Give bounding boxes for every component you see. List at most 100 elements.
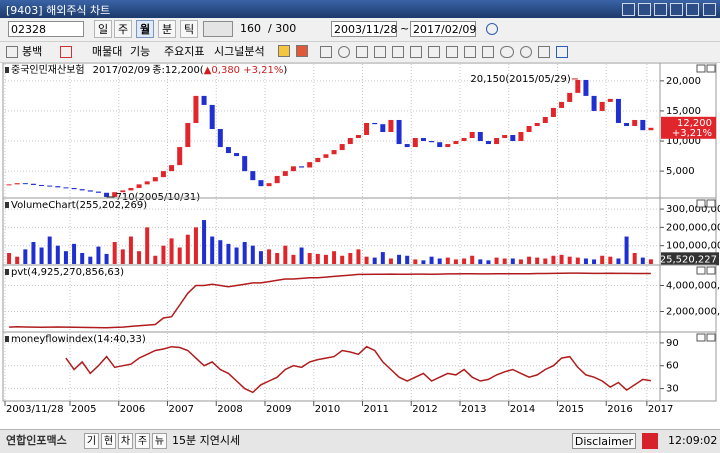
candle	[282, 171, 288, 176]
volume-bar	[55, 245, 60, 264]
candle	[169, 165, 175, 172]
tool-icon[interactable]	[410, 46, 422, 58]
candle	[225, 147, 231, 154]
refresh-icon[interactable]	[486, 23, 498, 35]
tool-circle[interactable]	[520, 46, 532, 58]
title-bar: [9403] 해외주식 차트	[0, 0, 720, 18]
window-button[interactable]	[670, 3, 683, 16]
candle	[510, 135, 516, 142]
volume-bar	[632, 253, 637, 264]
candle	[534, 122, 540, 126]
status-button[interactable]: 기	[84, 433, 99, 449]
candle	[120, 190, 126, 193]
tool-triangle[interactable]	[538, 46, 550, 58]
candle	[494, 138, 500, 145]
tool-icon[interactable]	[464, 46, 476, 58]
tool-text[interactable]	[556, 46, 568, 58]
volume-bar	[104, 253, 109, 264]
candle	[299, 166, 305, 168]
pane-button	[696, 64, 706, 73]
tool-icon[interactable]	[278, 45, 290, 57]
candle	[87, 190, 93, 192]
period-button[interactable]: 틱	[180, 20, 198, 38]
pane-button	[696, 266, 706, 275]
candle	[461, 138, 467, 142]
volume-bar	[80, 253, 85, 264]
x-tick-label: 2005	[71, 404, 96, 415]
tool-icon[interactable]	[338, 46, 350, 58]
window-button[interactable]	[654, 3, 667, 16]
volume-bar	[470, 255, 475, 264]
candle	[250, 171, 256, 181]
volume-bar	[307, 253, 312, 264]
volume-bar	[535, 257, 540, 264]
tool-label[interactable]: 주요지표	[164, 45, 205, 58]
tool-icon[interactable]	[446, 46, 458, 58]
tool-label[interactable]: 기능	[130, 45, 151, 58]
window-button[interactable]	[686, 3, 699, 16]
volume-bar	[315, 253, 320, 264]
candle	[396, 119, 402, 145]
candle	[128, 187, 134, 191]
tool-label[interactable]: 매물대	[92, 45, 123, 58]
min-label: 710(2005/10/31)	[116, 192, 201, 203]
status-button[interactable]: 주	[135, 433, 150, 449]
candle	[323, 154, 329, 158]
tool-icon[interactable]	[392, 46, 404, 58]
volume-bar	[291, 254, 296, 264]
candle	[144, 181, 150, 185]
volume-bar	[299, 247, 304, 264]
status-button[interactable]: 뉴	[152, 433, 167, 449]
status-button[interactable]: 차	[118, 433, 133, 449]
volume-bar	[323, 254, 328, 264]
pane-title: pvt(4,925,270,856,63)	[11, 267, 124, 278]
interval-box[interactable]	[203, 21, 233, 37]
tool-icon[interactable]	[320, 46, 332, 58]
pane-title: moneyflowindex(14:40,33)	[11, 334, 146, 345]
status-button[interactable]: 현	[101, 433, 116, 449]
volume-bar	[421, 260, 426, 264]
period-button[interactable]: 월	[136, 20, 154, 38]
candle	[559, 101, 565, 108]
tool-icon[interactable]	[6, 46, 18, 58]
tool-label[interactable]: 시그널분석	[214, 45, 265, 58]
range-sep: ~	[400, 22, 410, 35]
candle	[274, 175, 280, 184]
x-tick-label: 2008	[217, 404, 242, 415]
tool-ellipse[interactable]	[500, 46, 514, 58]
volume-bar	[453, 259, 458, 264]
volume-bar	[372, 257, 377, 264]
indicator-line	[9, 272, 651, 329]
y-tick-label: 30	[666, 384, 679, 395]
start-date[interactable]: 2003/11/28	[331, 21, 397, 37]
code-input[interactable]: 02328	[8, 21, 84, 37]
volume-bar	[527, 256, 532, 264]
period-button[interactable]: 일	[94, 20, 112, 38]
window-button[interactable]	[622, 3, 635, 16]
tool-icon[interactable]	[356, 46, 368, 58]
y-tick-label: 90	[666, 338, 679, 349]
candle	[502, 135, 508, 139]
candle	[347, 138, 353, 145]
tool-label[interactable]: 봉백	[22, 45, 43, 58]
tool-icon[interactable]	[428, 46, 440, 58]
x-tick-label: 2012	[412, 404, 437, 415]
tool-icon[interactable]	[374, 46, 386, 58]
volume-bar	[7, 253, 12, 264]
volume-bar	[210, 236, 215, 264]
y-tick-label: 20,000	[666, 76, 701, 87]
period-button[interactable]: 분	[158, 20, 176, 38]
candle	[518, 132, 524, 142]
volume-bar	[502, 258, 507, 264]
window-close[interactable]	[703, 3, 716, 16]
end-date[interactable]: 2017/02/09	[410, 21, 476, 37]
tool-icon[interactable]	[296, 45, 308, 57]
disclaimer-button[interactable]: Disclaimer	[572, 433, 636, 449]
candle	[234, 153, 240, 157]
period-button[interactable]: 주	[114, 20, 132, 38]
window-button[interactable]	[638, 3, 651, 16]
candle	[364, 122, 370, 136]
tool-icon[interactable]	[60, 46, 72, 58]
tool-rect[interactable]	[482, 46, 494, 58]
quote-change: ▲0,380 +3,21%	[204, 65, 284, 76]
